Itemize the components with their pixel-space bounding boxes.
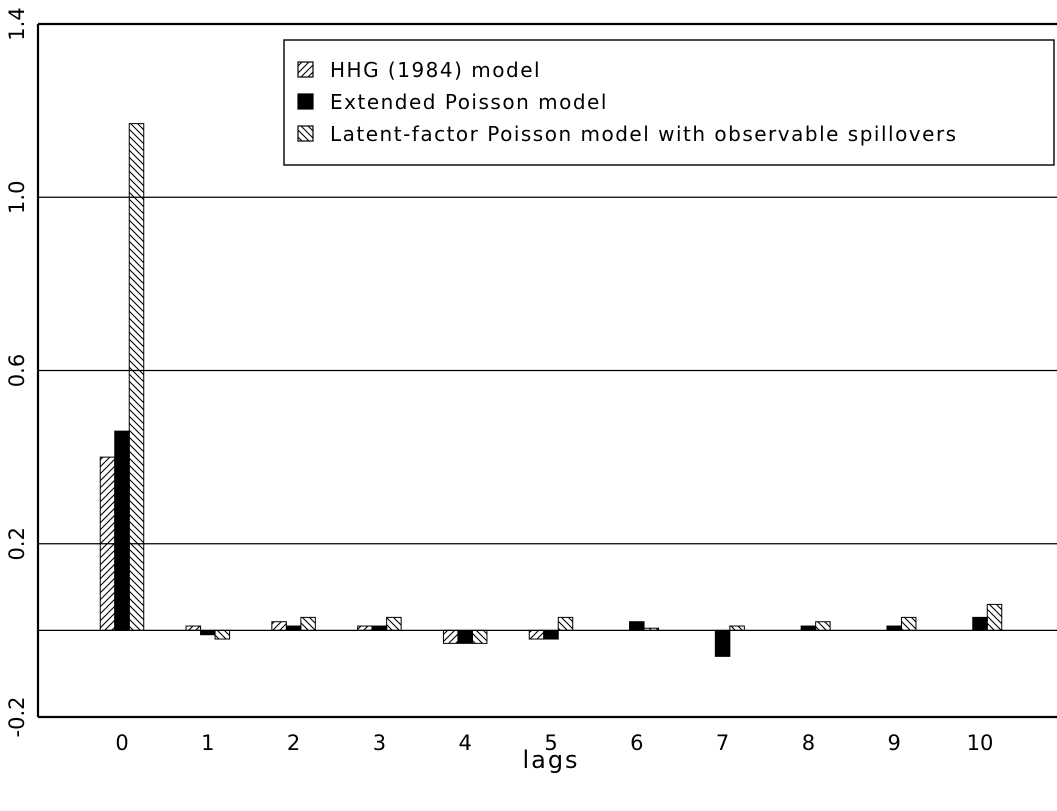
y-tick-label: -0.2 [5,697,29,738]
x-tick-label: 6 [630,731,643,755]
x-tick-label: 5 [544,731,557,755]
legend: HHG (1984) model Extended Poisson model La… [283,39,1055,166]
bar-series0-lag-1 [185,625,202,631]
bar-series2-lag-8 [815,621,831,631]
x-tick-label: 1 [201,731,214,755]
y-tick-label: 0.2 [5,527,29,560]
bar-series0-lag-4 [442,629,459,644]
legend-label: Latent-factor Poisson model with observa… [330,122,958,146]
y-tick-label: 0.6 [5,354,29,387]
bar-series1-lag-2 [285,625,302,631]
bar-series2-lag-7 [729,625,745,631]
bar-series2-lag-6 [643,627,660,631]
x-tick-label: 4 [459,731,472,755]
x-tick-label: 3 [373,731,386,755]
bar-series1-lag-0 [114,430,130,631]
bar-series2-lag-5 [557,616,574,631]
bar-series0-lag-3 [357,625,373,631]
legend-label: HHG (1984) model [330,58,541,82]
x-tick-label: 10 [967,731,994,755]
x-tick-label: 2 [287,731,300,755]
legend-label: Extended Poisson model [330,90,608,114]
y-tick-label: 1.0 [5,181,29,214]
x-tick-label: 7 [716,731,729,755]
bar-series2-lag-9 [900,616,917,631]
legend-swatch [297,93,314,110]
bar-series0-lag-0 [99,456,116,631]
bar-series2-lag-0 [128,123,145,631]
x-axis-title: lags [522,746,579,774]
bars [99,123,1003,657]
bar-series1-lag-5 [543,629,559,640]
y-tick-label: 1.4 [5,7,29,40]
x-tick-label: 8 [802,731,815,755]
x-tick-label: 9 [888,731,901,755]
legend-box [283,39,1055,166]
bar-series1-lag-4 [457,629,473,644]
bar-series2-lag-4 [471,629,488,644]
bar-series1-lag-1 [200,629,216,636]
axes: -0.2 0.2 0.6 1.0 1.4 0 1 2 3 4 5 6 7 8 9 10 [5,7,1057,755]
bar-series1-lag-7 [714,629,731,657]
bar-series2-lag-1 [214,629,231,640]
bar-series2-lag-3 [386,616,402,631]
legend-swatch [297,61,314,78]
bar-series0-lag-5 [528,629,545,640]
bar-series2-lag-10 [986,603,1003,631]
bar-series0-lag-2 [271,621,287,631]
bar-series2-lag-2 [300,616,316,631]
bar-series1-lag-9 [886,625,902,631]
legend-swatch [297,125,314,142]
gridlines [38,196,1057,632]
bar-series1-lag-6 [629,621,645,631]
x-tick-label: 0 [115,731,128,755]
bar-series1-lag-8 [800,625,817,631]
bar-series1-lag-10 [972,616,988,631]
bar-series1-lag-3 [371,625,388,631]
